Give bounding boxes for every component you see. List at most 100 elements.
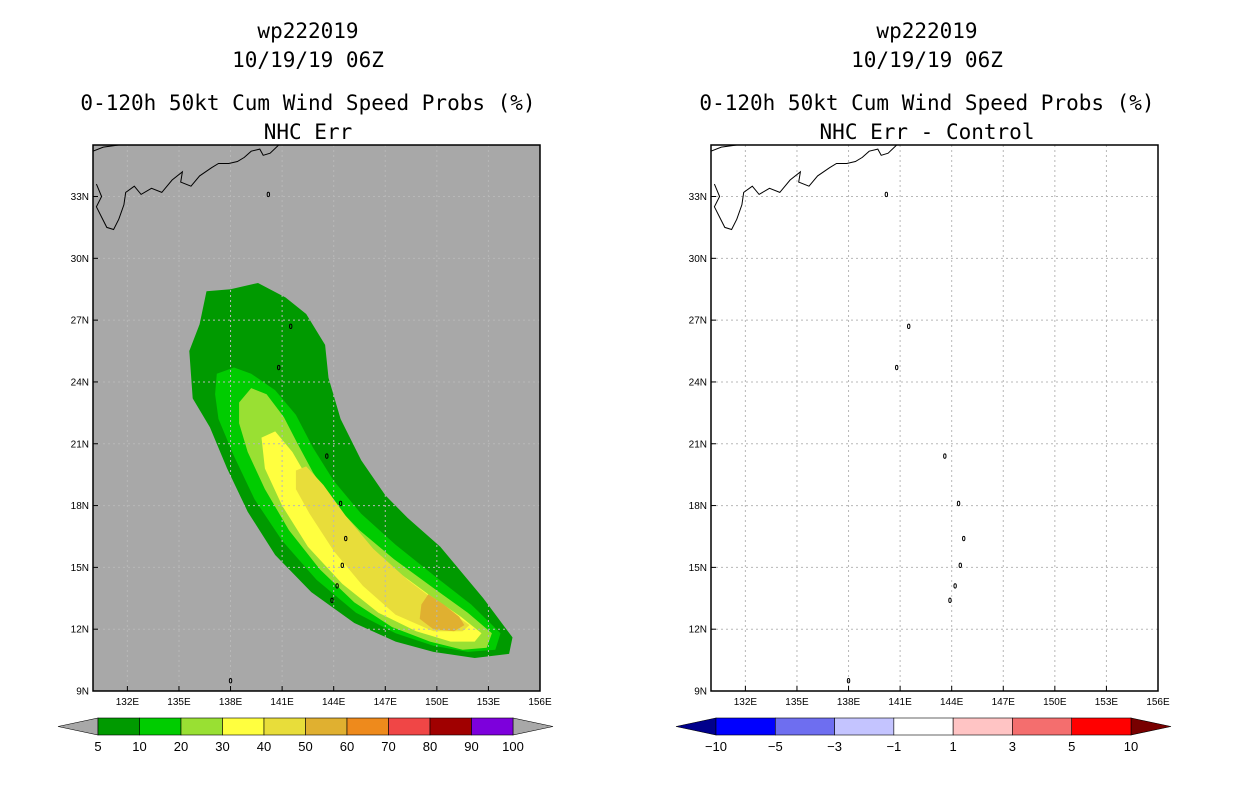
colorbar-swatch <box>1071 717 1132 736</box>
left-colorbar: 5 10 20 30 40 50 60 70 80 90 100 <box>57 717 554 754</box>
colorbar-swatch <box>774 717 835 736</box>
x-tick-label: 132E <box>116 697 140 708</box>
x-tick-label: 153E <box>477 697 501 708</box>
x-tick-label: 156E <box>1146 697 1170 708</box>
contour-20pct <box>239 388 492 650</box>
colorbar-label: 50 <box>298 739 312 754</box>
island <box>276 364 281 371</box>
right-title-date: 10/19/19 06Z <box>851 48 1003 72</box>
island <box>266 191 271 198</box>
y-tick-label: 18N <box>689 501 707 512</box>
y-tick-label: 27N <box>689 316 707 327</box>
coastline <box>711 145 772 152</box>
right-title-subtitle: NHC Err - Control <box>820 120 1035 144</box>
island <box>289 323 293 330</box>
y-tick-label: 24N <box>689 377 707 388</box>
island <box>958 562 962 569</box>
colorbar-label: 20 <box>174 739 188 754</box>
colorbar-label: 10 <box>1124 739 1138 754</box>
x-tick-label: 138E <box>219 697 243 708</box>
colorbar-swatch <box>305 717 348 736</box>
right-title-run-id: wp222019 <box>876 19 977 43</box>
y-tick-label: 18N <box>71 501 89 512</box>
colorbar-label: 70 <box>381 739 395 754</box>
island <box>894 364 899 371</box>
left-plot-area: 132E 135E 138E 141E 144E 147E 150E 153E 156E 9N 12… <box>71 144 552 708</box>
island <box>948 597 952 604</box>
colorbar-swatch <box>471 717 514 736</box>
y-tick-label: 30N <box>689 254 707 265</box>
x-tick-label: 156E <box>528 697 552 708</box>
colorbar-label: 40 <box>257 739 271 754</box>
island <box>330 597 334 604</box>
y-tick-label: 33N <box>689 192 707 203</box>
island <box>884 191 889 198</box>
island <box>335 583 339 589</box>
plot-frame <box>92 144 541 692</box>
colorbar-swatch <box>97 717 140 736</box>
y-tick-label: 15N <box>689 563 707 574</box>
colorbar-label: 80 <box>423 739 437 754</box>
y-tick-label: 33N <box>71 192 89 203</box>
colorbar-swatch <box>429 717 472 736</box>
colorbar-swatch <box>222 717 265 736</box>
colorbar-swatch <box>388 717 431 736</box>
left-panel: wp222019 10/19/19 06Z 0-120h 50kt Cum Wi… <box>57 19 554 754</box>
colorbar-low-arrow <box>675 717 717 736</box>
island <box>953 583 957 589</box>
x-tick-label: 147E <box>374 697 398 708</box>
x-tick-label: 135E <box>167 697 191 708</box>
x-tick-label: 144E <box>940 697 964 708</box>
y-tick-label: 12N <box>689 625 707 636</box>
x-tick-label: 135E <box>785 697 809 708</box>
coastline <box>713 145 898 231</box>
right-title-product: 0-120h 50kt Cum Wind Speed Probs (%) <box>699 91 1154 115</box>
colorbar-label: 30 <box>215 739 229 754</box>
colorbar-swatch <box>180 717 223 736</box>
y-tick-label: 9N <box>76 687 89 698</box>
left-title-subtitle: NHC Err <box>264 120 353 144</box>
contour-50pct <box>419 594 465 632</box>
plot-frame <box>710 144 1159 692</box>
left-title-date: 10/19/19 06Z <box>232 48 384 72</box>
colorbar-swatch <box>1012 717 1073 736</box>
colorbar-swatch <box>834 717 895 736</box>
colorbar-swatch <box>715 717 776 736</box>
colorbar-swatch <box>893 717 954 736</box>
y-tick-label: 9N <box>694 687 707 698</box>
x-tick-label: 150E <box>425 697 449 708</box>
x-tick-label: 147E <box>992 697 1016 708</box>
island <box>228 677 233 684</box>
y-tick-label: 15N <box>71 563 89 574</box>
colorbar-label: 90 <box>464 739 478 754</box>
x-tick-label: 132E <box>734 697 758 708</box>
left-title-product: 0-120h 50kt Cum Wind Speed Probs (%) <box>80 91 535 115</box>
island <box>344 535 348 542</box>
coastline <box>95 145 280 231</box>
island <box>340 562 344 569</box>
colorbar-label: 10 <box>132 739 146 754</box>
island <box>338 500 343 507</box>
map-background <box>711 145 1158 691</box>
y-tick-label: 21N <box>689 439 707 450</box>
y-tick-label: 12N <box>71 625 89 636</box>
colorbar-label: −1 <box>886 739 901 754</box>
colorbar-label: 3 <box>1009 739 1016 754</box>
right-plot-area: 132E 135E 138E 141E 144E 147E 150E 153E 156E 9N 12… <box>689 144 1170 708</box>
colorbar-label: 1 <box>950 739 957 754</box>
right-colorbar: −10 −5 −3 −1 1 3 5 10 <box>675 717 1172 754</box>
colorbar-high-arrow <box>512 717 554 736</box>
y-tick-label: 21N <box>71 439 89 450</box>
x-tick-label: 150E <box>1043 697 1067 708</box>
island <box>325 453 329 459</box>
contour-40pct <box>295 466 470 632</box>
coastline <box>93 145 154 152</box>
colorbar-label: 60 <box>340 739 354 754</box>
island <box>846 677 851 684</box>
colorbar-label: 5 <box>94 739 101 754</box>
colorbar-swatch <box>952 717 1013 736</box>
left-title-run-id: wp222019 <box>257 19 358 43</box>
right-panel: wp222019 10/19/19 06Z 0-120h 50kt Cum Wi… <box>675 19 1172 754</box>
colorbar-high-arrow <box>1130 717 1172 736</box>
